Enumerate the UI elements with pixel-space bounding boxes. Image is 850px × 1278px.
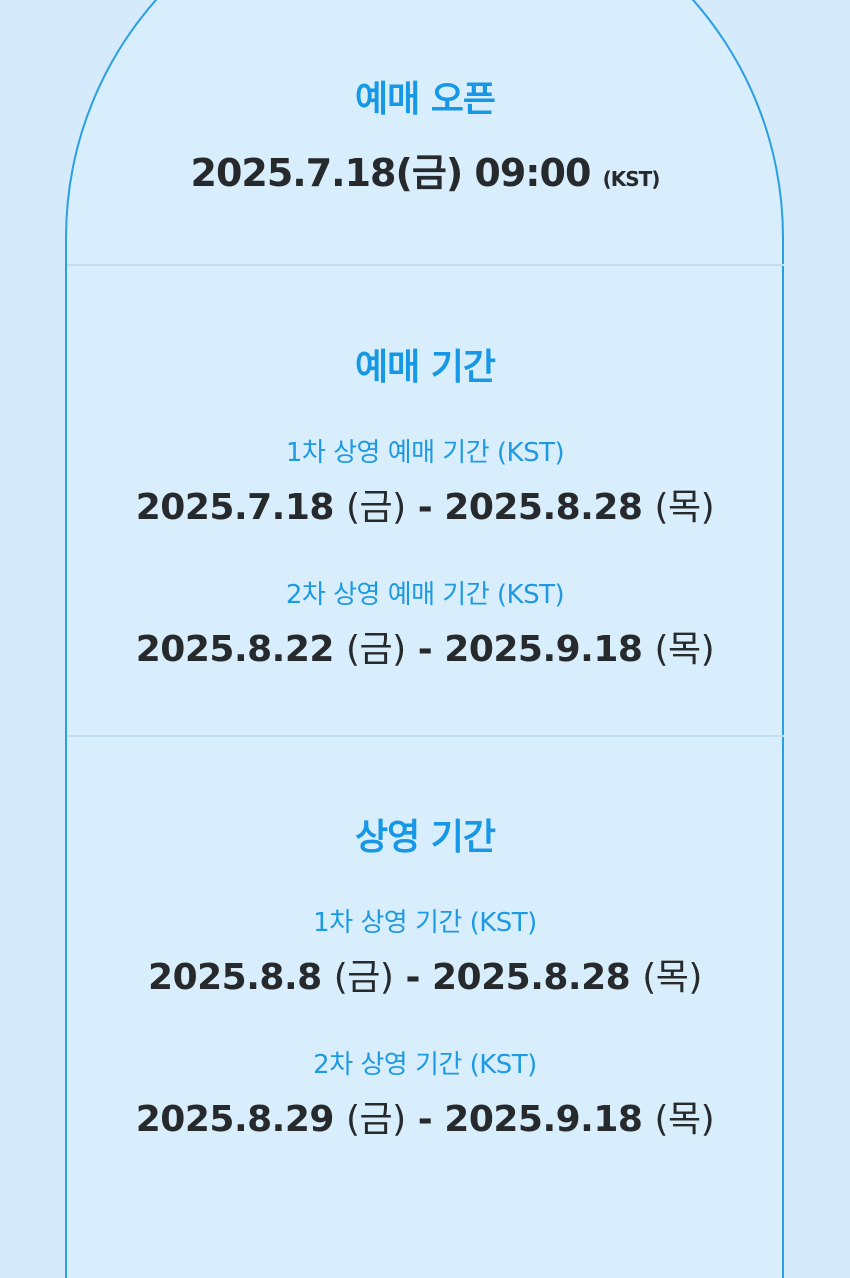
booking-round-1-label: 1차 상영 예매 기간 (KST): [285, 438, 565, 468]
open-timezone: (KST): [602, 167, 661, 191]
end-date: 2025.9.18: [444, 629, 643, 670]
start-day: (금): [346, 629, 406, 670]
end-day: (목): [654, 629, 715, 670]
start-day: (금): [333, 957, 394, 998]
open-datetime-value: 2025.7.18(금) 09:00: [190, 151, 592, 195]
divider: [67, 264, 784, 266]
end-date: 2025.8.28: [444, 487, 643, 528]
start-day: (금): [346, 487, 406, 528]
booking-round-2-label: 2차 상영 예매 기간 (KST): [285, 580, 565, 610]
open-title: 예매 오픈: [354, 79, 496, 120]
range-separator: -: [417, 1099, 433, 1140]
arch-frame: [65, 0, 784, 1278]
range-separator: -: [405, 957, 421, 998]
start-date: 2025.8.29: [135, 1099, 335, 1140]
screening-round-2-dates: 2025.8.29 (금) - 2025.9.18 (목): [0, 1090, 850, 1142]
end-date: 2025.8.28: [432, 957, 631, 998]
end-day: (목): [654, 487, 715, 528]
start-date: 2025.8.22: [135, 629, 335, 670]
end-day: (목): [654, 1099, 715, 1140]
start-date: 2025.7.18: [135, 487, 335, 528]
open-datetime: 2025.7.18(금) 09:00 (KST): [0, 142, 850, 197]
screening-title: 상영 기간: [354, 817, 496, 858]
divider: [67, 735, 784, 737]
booking-title: 예매 기간: [354, 347, 496, 388]
screening-round-1-label: 1차 상영 기간 (KST): [313, 908, 537, 938]
range-separator: -: [417, 629, 433, 670]
range-separator: -: [417, 487, 433, 528]
end-day: (목): [642, 957, 702, 998]
screening-round-2-label: 2차 상영 기간 (KST): [313, 1050, 537, 1080]
booking-round-2-dates: 2025.8.22 (금) - 2025.9.18 (목): [0, 620, 850, 672]
start-day: (금): [346, 1099, 406, 1140]
screening-round-1-dates: 2025.8.8 (금) - 2025.8.28 (목): [0, 948, 850, 1000]
start-date: 2025.8.8: [148, 957, 322, 998]
end-date: 2025.9.18: [444, 1099, 643, 1140]
booking-round-1-dates: 2025.7.18 (금) - 2025.8.28 (목): [0, 478, 850, 530]
